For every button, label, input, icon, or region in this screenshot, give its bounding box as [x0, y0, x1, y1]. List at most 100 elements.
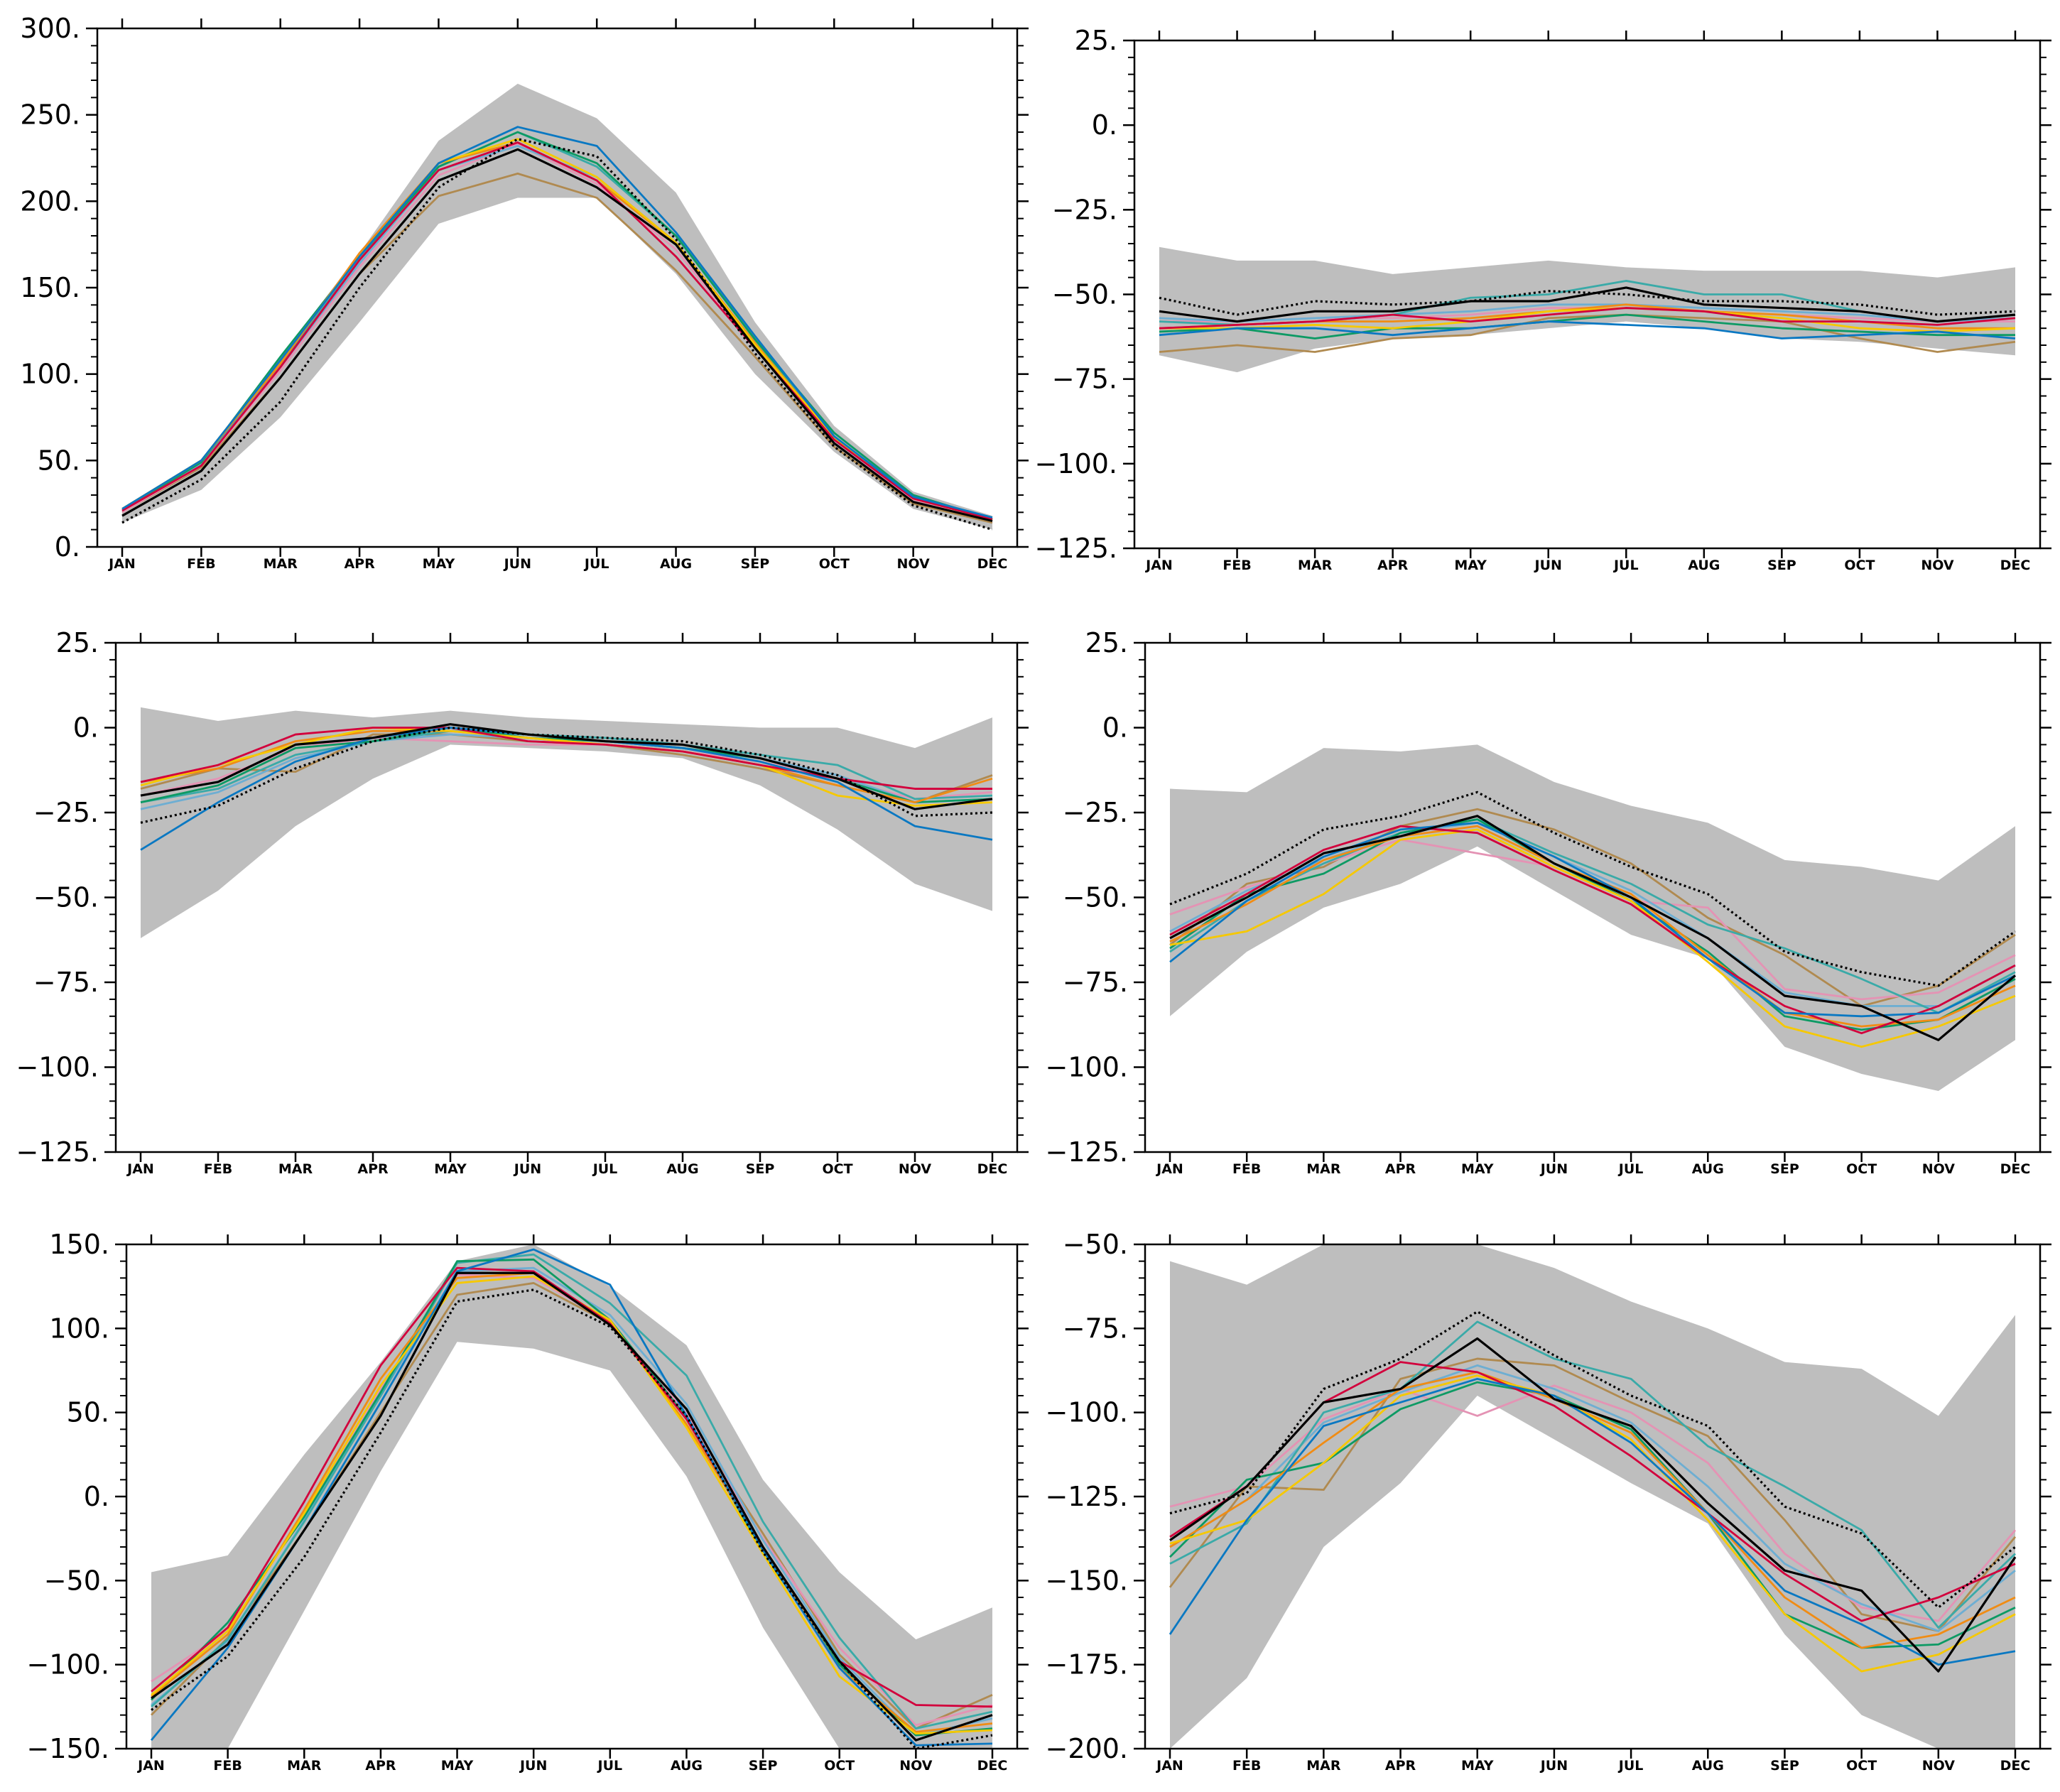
ytick-label: 0.: [73, 712, 99, 744]
xtick-label-sep: SEP: [1770, 1161, 1799, 1177]
xtick-label-aug: AUG: [660, 556, 692, 572]
ytick-label: −125.: [16, 1136, 99, 1168]
ytick-label: 50.: [38, 445, 80, 476]
series-line-black: [151, 1271, 993, 1742]
xtick-label-jul: JUL: [597, 1758, 623, 1774]
series-line-yellow: [1169, 1374, 2016, 1673]
series-line-red: [1159, 307, 2016, 330]
series-line-teal: [1169, 818, 2016, 1014]
xtick-label-jan: JAN: [126, 1161, 154, 1177]
series-line-light-blue: [1159, 303, 2016, 323]
series-line-black: [1159, 286, 2016, 323]
xtick-label-nov: NOV: [897, 556, 931, 572]
series-line-orange: [1169, 1371, 2016, 1649]
ytick-label: −100.: [27, 1649, 109, 1680]
ytick-label: −125.: [1046, 1136, 1128, 1168]
xtick-label-aug: AUG: [671, 1758, 703, 1774]
xtick-label-may: MAY: [1461, 1161, 1494, 1177]
xtick-label-jun: JUN: [1539, 1758, 1568, 1774]
xtick-label-jan: JAN: [1155, 1758, 1183, 1774]
ytick-label: −100.: [1046, 1052, 1128, 1083]
ytick-label: −50.: [1052, 279, 1117, 310]
series-line-yellow: [1159, 307, 2016, 333]
ytick-label: −75.: [33, 967, 99, 998]
plot-area: [121, 83, 993, 531]
xtick-label-apr: APR: [365, 1758, 396, 1774]
xtick-label-dec: DEC: [2000, 1161, 2031, 1177]
ytick-label: −100.: [16, 1052, 99, 1083]
xtick-label-mar: MAR: [1298, 558, 1333, 573]
xtick-label-feb: FEB: [1232, 1758, 1261, 1774]
spread-band: [1170, 1244, 2015, 1749]
ytick-label: 25.: [56, 627, 99, 658]
spread-band: [122, 83, 992, 530]
xtick-label-aug: AUG: [666, 1161, 698, 1177]
ytick-label: −50.: [33, 882, 99, 913]
xtick-label-jan: JAN: [107, 556, 136, 572]
xtick-label-mar: MAR: [278, 1161, 313, 1177]
series-line-dotted-black: [1169, 1310, 2016, 1609]
xtick-label-aug: AUG: [1692, 1758, 1724, 1774]
xtick-label-dec: DEC: [2000, 558, 2031, 573]
panel-top-right: −125. −100. −75. −50. −25. 0. 25. JAN FEB MAR APR M…: [1035, 25, 2051, 573]
ytick-label: −100.: [1046, 1397, 1128, 1428]
xtick-label-jul: JUL: [583, 556, 609, 572]
ytick-label: 0.: [1102, 712, 1128, 744]
ytick-label: −50.: [1063, 1229, 1128, 1260]
xtick-label-jun: JUN: [513, 1161, 541, 1177]
xtick-label-nov: NOV: [1922, 1758, 1956, 1774]
plot-area: [1169, 1244, 2017, 1749]
panel-bottom-left: −150. −100. −50. 0. 50. 100. 150. JAN FEB MAR APR M…: [27, 1229, 1029, 1774]
xtick-label-oct: OCT: [819, 556, 850, 572]
ytick-label: −75.: [1063, 967, 1128, 998]
series-line-yellow: [1169, 828, 2016, 1048]
series-line-dotted-black: [1169, 791, 2016, 987]
ytick-label: 0.: [55, 531, 80, 563]
xtick-label-may: MAY: [434, 1161, 467, 1177]
xtick-label-nov: NOV: [1921, 558, 1954, 573]
xtick-label-nov: NOV: [1922, 1161, 1956, 1177]
series-line-red: [121, 141, 993, 521]
series-line-black: [1169, 1337, 2017, 1673]
series-line-red: [140, 727, 992, 790]
series-line-red: [1169, 825, 2016, 1035]
xtick-label-jul: JUL: [1617, 1758, 1644, 1774]
ytick-label: 300.: [20, 13, 80, 44]
spread-band: [151, 1244, 992, 1749]
xtick-label-mar: MAR: [264, 556, 298, 572]
ytick-label: 0.: [84, 1481, 109, 1512]
plot-area: [1169, 744, 2017, 1091]
series-line-blue: [121, 126, 993, 518]
series-line-yellow: [140, 727, 993, 807]
xtick-label-oct: OCT: [1844, 558, 1875, 573]
ytick-label: −75.: [1063, 1313, 1128, 1344]
xtick-label-dec: DEC: [2000, 1758, 2031, 1774]
xtick-label-jun: JUN: [519, 1758, 547, 1774]
xtick-label-oct: OCT: [1846, 1161, 1877, 1177]
series-line-blue: [1159, 320, 2016, 340]
xtick-label-oct: OCT: [822, 1161, 852, 1177]
xtick-label-apr: APR: [1377, 558, 1409, 573]
ytick-label: 200.: [20, 185, 80, 217]
xtick-label-jun: JUN: [1539, 1161, 1568, 1177]
ytick-label: 0.: [1092, 109, 1117, 141]
series-line-brown: [1159, 313, 2016, 353]
ytick-label: −50.: [1063, 882, 1128, 913]
xtick-label-may: MAY: [441, 1758, 474, 1774]
xtick-label-apr: APR: [1385, 1161, 1416, 1177]
xtick-label-jan: JAN: [1144, 558, 1173, 573]
plot-area: [150, 1244, 993, 1749]
ytick-label: −175.: [1046, 1649, 1128, 1680]
xtick-label-nov: NOV: [899, 1758, 933, 1774]
series-line-black: [1169, 815, 2017, 1041]
xtick-label-jun: JUN: [1534, 558, 1562, 573]
xtick-label-oct: OCT: [1846, 1758, 1877, 1774]
ytick-label: −125.: [1046, 1481, 1128, 1512]
series-line-black: [121, 148, 993, 523]
ytick-label: −75.: [1052, 364, 1117, 395]
xtick-label-feb: FEB: [1223, 558, 1251, 573]
xtick-label-dec: DEC: [977, 1758, 1008, 1774]
ytick-label: −150.: [1046, 1565, 1128, 1596]
panel-bottom-right: −200. −175. −150. −125. −100. −75. −50. JAN FEB M…: [1046, 1229, 2051, 1774]
xtick-label-jun: JUN: [503, 556, 531, 572]
